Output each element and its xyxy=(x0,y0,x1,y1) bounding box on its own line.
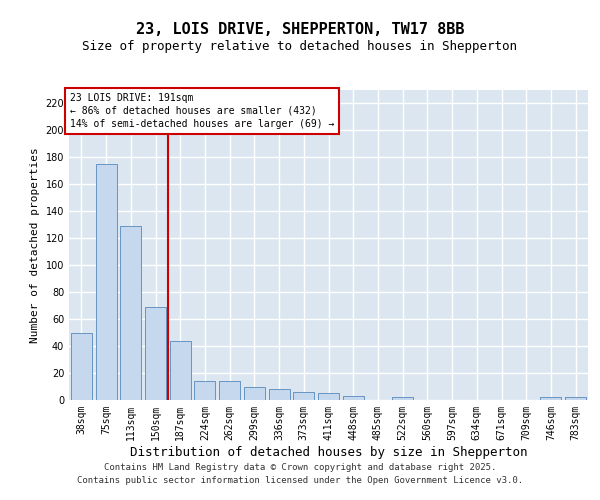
Bar xyxy=(293,392,314,400)
Bar xyxy=(71,332,92,400)
Bar xyxy=(244,386,265,400)
Bar xyxy=(343,396,364,400)
Bar xyxy=(269,389,290,400)
Bar xyxy=(392,398,413,400)
Text: 23, LOIS DRIVE, SHEPPERTON, TW17 8BB: 23, LOIS DRIVE, SHEPPERTON, TW17 8BB xyxy=(136,22,464,38)
Text: Size of property relative to detached houses in Shepperton: Size of property relative to detached ho… xyxy=(83,40,517,53)
Bar xyxy=(95,164,116,400)
Y-axis label: Number of detached properties: Number of detached properties xyxy=(30,147,40,343)
Text: Contains HM Land Registry data © Crown copyright and database right 2025.: Contains HM Land Registry data © Crown c… xyxy=(104,462,496,471)
Bar xyxy=(145,307,166,400)
Text: 23 LOIS DRIVE: 191sqm
← 86% of detached houses are smaller (432)
14% of semi-det: 23 LOIS DRIVE: 191sqm ← 86% of detached … xyxy=(70,92,335,129)
X-axis label: Distribution of detached houses by size in Shepperton: Distribution of detached houses by size … xyxy=(130,446,527,458)
Bar xyxy=(565,398,586,400)
Bar xyxy=(170,340,191,400)
Text: Contains public sector information licensed under the Open Government Licence v3: Contains public sector information licen… xyxy=(77,476,523,485)
Bar xyxy=(318,394,339,400)
Bar xyxy=(194,381,215,400)
Bar xyxy=(219,381,240,400)
Bar xyxy=(120,226,141,400)
Bar xyxy=(541,398,562,400)
